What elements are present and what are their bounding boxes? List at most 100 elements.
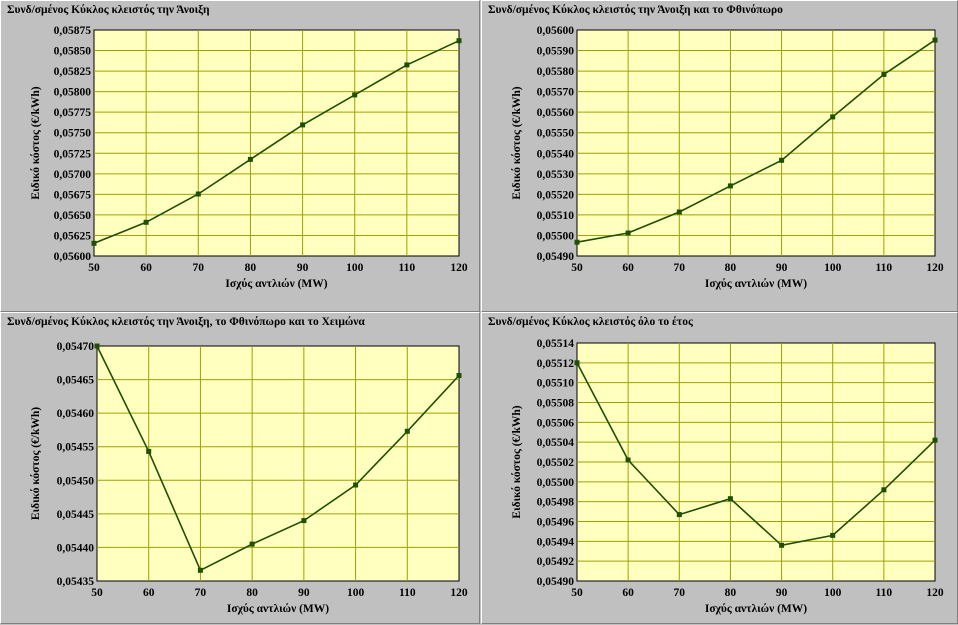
data-point — [300, 122, 306, 128]
data-point — [247, 156, 253, 162]
y-tick-label: 0,05725 — [54, 148, 92, 160]
data-point — [301, 518, 307, 524]
chart-panel-3: Συνδ/σμένος Κύκλος κλειστός την Άνοιξη, … — [0, 312, 480, 624]
data-point — [456, 38, 462, 44]
y-tick-label: 0,05750 — [54, 128, 92, 140]
x-tick-label: 120 — [450, 587, 468, 599]
data-point — [932, 37, 938, 43]
x-tick-label: 120 — [926, 262, 944, 274]
y-axis-label-2: Ειδικό κόστος (€/kWh) — [510, 86, 523, 199]
y-tick-label: 0,05520 — [537, 189, 575, 201]
chart-2-svg: 50 60 70 80 90 100 110 120 0,05490 0,05500 0,05510… — [510, 25, 944, 290]
y-tick-label: 0,05625 — [54, 230, 92, 242]
data-point — [932, 437, 938, 443]
x-axis-label-4: Ισχύς αντλιών (MW) — [705, 602, 807, 615]
x-tick-label: 110 — [876, 587, 893, 599]
x-tick-label: 50 — [571, 587, 583, 599]
series-line-2 — [576, 39, 936, 243]
chart-panel-2: Συνδ/σμένος Κύκλος κλειστός την Άνοιξη κ… — [481, 0, 958, 312]
x-tick-label: 100 — [347, 587, 365, 599]
y-tick-label: 0,05590 — [537, 46, 575, 58]
chart-title-2: Συνδ/σμένος Κύκλος κλειστός την Άνοιξη κ… — [488, 4, 783, 16]
plot-area-2 — [576, 29, 936, 257]
data-point — [195, 191, 201, 197]
y-tick-label: 0,05600 — [537, 25, 575, 37]
x-axis-label-3: Ισχύς αντλιών (MW) — [227, 602, 329, 615]
x-tick-label: 90 — [776, 587, 788, 599]
chart-title-1: Συνδ/σμένος Κύκλος κλειστός την Άνοιξη — [7, 4, 210, 16]
x-axis-label-1: Ισχύς αντλιών (MW) — [225, 277, 327, 290]
y-tick-label: 0,05460 — [57, 408, 95, 420]
y-tick-label: 0,05470 — [57, 341, 95, 353]
data-point — [91, 240, 97, 246]
y-tick-label: 0,05775 — [54, 107, 92, 119]
y-tick-label: 0,05560 — [537, 107, 575, 119]
chart-1-svg: 50 60 70 80 90 100 110 120 0,05600 0,05625 0,05650… — [29, 25, 468, 290]
x-tick-label: 90 — [297, 262, 309, 274]
data-point — [881, 71, 887, 77]
y-tick-label: 0,05500 — [537, 477, 575, 489]
x-tick-label: 70 — [193, 262, 205, 274]
x-tick-label: 80 — [246, 587, 258, 599]
data-point — [353, 482, 359, 488]
y-tick-label: 0,05504 — [537, 437, 575, 449]
y-tick-label: 0,05700 — [54, 169, 92, 181]
y-tick-label: 0,05800 — [54, 87, 92, 99]
y-tick-label: 0,05512 — [537, 358, 575, 370]
data-point — [197, 567, 203, 573]
y-tick-label: 0,05492 — [537, 556, 575, 568]
x-tick-label: 80 — [245, 262, 257, 274]
x-tick-label: 90 — [776, 262, 788, 274]
x-tick-label: 60 — [622, 262, 634, 274]
series-line-1 — [93, 39, 460, 245]
x-tick-label: 70 — [674, 262, 686, 274]
x-tick-label: 50 — [571, 262, 583, 274]
y-tick-label: 0,05530 — [537, 169, 575, 181]
y-tick-label: 0,05494 — [537, 536, 575, 548]
x-tick-label: 80 — [725, 262, 737, 274]
y-tick-label: 0,05502 — [537, 457, 575, 469]
y-tick-label: 0,05850 — [54, 46, 92, 58]
data-point — [456, 373, 462, 378]
x-tick-label: 100 — [346, 262, 364, 274]
data-point — [94, 343, 100, 349]
data-point — [625, 230, 631, 236]
y-tick-label: 0,05540 — [537, 148, 575, 160]
x-tick-label: 120 — [926, 587, 944, 599]
data-point — [146, 448, 152, 454]
data-point — [574, 360, 580, 366]
y-tick-label: 0,05455 — [57, 442, 95, 454]
chart-3-svg: 50 60 70 80 90 100 110 120 0,05435 0,05440 0,05445… — [29, 341, 468, 615]
data-point — [352, 92, 358, 98]
x-tick-label: 50 — [91, 587, 103, 599]
y-axis-label-1: Ειδικό κόστος (€/kWh) — [29, 86, 42, 199]
y-tick-label: 0,05440 — [57, 542, 95, 554]
y-tick-label: 0,05490 — [537, 576, 575, 588]
x-tick-label: 60 — [143, 587, 155, 599]
x-tick-label: 90 — [298, 587, 310, 599]
x-tick-label: 70 — [195, 587, 207, 599]
chart-title-4: Συνδ/σμένος Κύκλος κλειστός όλο το έτος — [488, 316, 693, 328]
y-tick-label: 0,05500 — [537, 230, 575, 242]
y-tick-label: 0,05675 — [54, 189, 92, 201]
y-tick-label: 0,05510 — [537, 378, 575, 390]
y-tick-label: 0,05510 — [537, 210, 575, 222]
y-tick-label: 0,05465 — [57, 375, 95, 387]
data-point — [574, 239, 580, 245]
data-point — [727, 496, 733, 502]
x-tick-label: 100 — [824, 262, 842, 274]
chart-title-3: Συνδ/σμένος Κύκλος κλειστός την Άνοιξη, … — [7, 316, 365, 328]
x-tick-label: 110 — [399, 587, 416, 599]
data-point — [881, 487, 887, 493]
data-point — [143, 219, 149, 225]
x-tick-label: 60 — [622, 587, 634, 599]
data-point — [625, 457, 631, 463]
y-tick-label: 0,05570 — [537, 87, 575, 99]
y-tick-label: 0,05445 — [57, 509, 95, 521]
data-point — [779, 157, 785, 163]
x-tick-label: 70 — [674, 587, 686, 599]
x-tick-label: 80 — [725, 587, 737, 599]
data-point — [727, 183, 733, 189]
y-axis-label-4: Ειδικό κόστος (€/kWh) — [510, 405, 523, 518]
